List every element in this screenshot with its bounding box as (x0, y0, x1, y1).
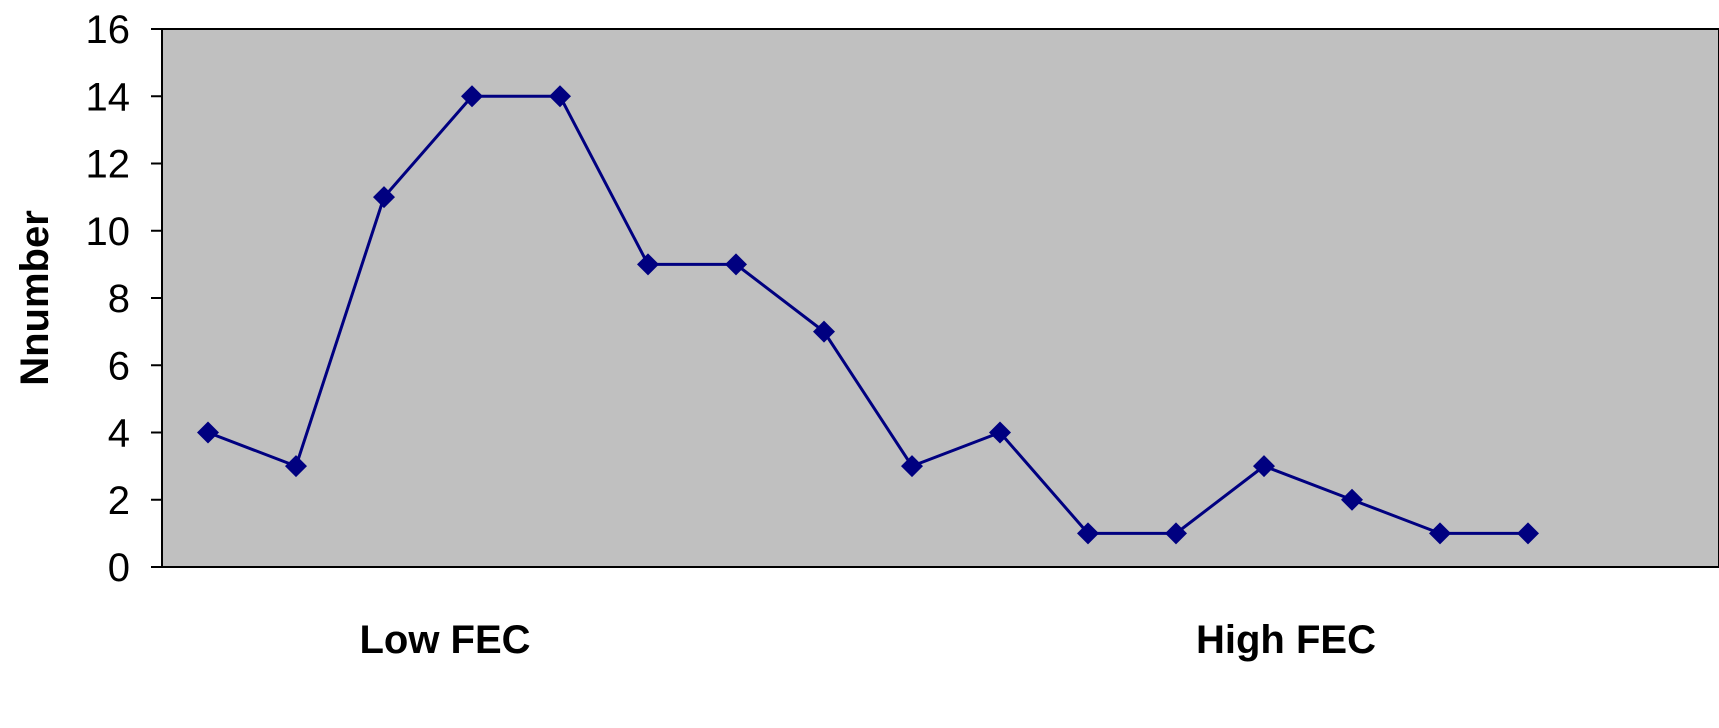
series-layer (197, 85, 1539, 545)
data-point (901, 455, 923, 478)
plot-area (161, 28, 1719, 568)
data-point (461, 85, 483, 108)
y-axis-title: Nnumber (13, 210, 57, 386)
y-tick-label: 0 (108, 546, 130, 590)
y-axis: 0 2 4 6 8 10 12 14 16 (86, 8, 163, 590)
x-axis-label-low: Low FEC (359, 618, 530, 662)
data-point (1341, 488, 1363, 511)
data-point (197, 421, 219, 444)
data-point (725, 253, 747, 276)
data-point (1517, 522, 1539, 545)
y-tick-label: 8 (108, 277, 130, 321)
y-tick-label: 4 (108, 412, 130, 456)
y-tick-label: 2 (108, 479, 130, 523)
series-line (207, 94, 1528, 535)
y-tick-label: 6 (108, 344, 130, 388)
y-tick-label: 14 (86, 75, 131, 119)
data-point (1165, 522, 1187, 545)
data-point (637, 253, 659, 276)
data-point (1253, 455, 1275, 478)
x-axis-label-high: High FEC (1196, 618, 1376, 662)
data-point (285, 455, 307, 478)
y-tick-label: 12 (86, 143, 131, 187)
data-point (989, 421, 1011, 444)
data-point (813, 320, 835, 343)
data-point (549, 85, 571, 108)
data-point (1077, 522, 1099, 545)
y-tick-label: 16 (86, 8, 131, 52)
y-ticks: 0 2 4 6 8 10 12 14 16 (86, 8, 162, 590)
y-tick-label: 10 (86, 210, 131, 254)
data-point (1429, 522, 1451, 545)
data-point (373, 186, 395, 209)
